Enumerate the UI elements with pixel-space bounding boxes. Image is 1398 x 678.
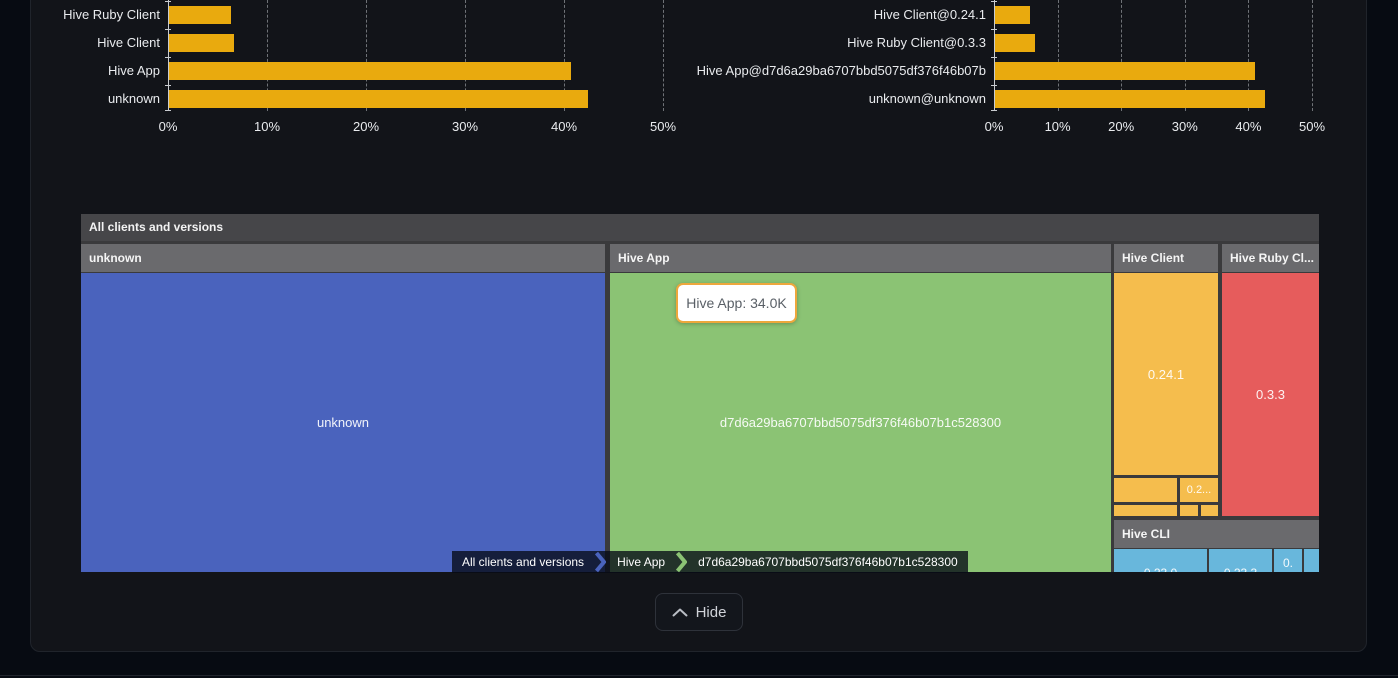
x-gridline: [1184, 0, 1186, 111]
x-tick-label: 20%: [352, 119, 380, 134]
x-gridline: [564, 0, 565, 111]
treemap-section-hive-cli: Hive CLI 0.23.0 0.23.3 0.: [1114, 520, 1319, 572]
bar-hive-client-0-24-1[interactable]: [995, 6, 1030, 24]
tooltip-text: Hive App: 34.0K: [686, 295, 787, 311]
x-tick-label: 0%: [158, 119, 178, 134]
category-tick-mark: [991, 29, 997, 30]
hide-button[interactable]: Hide: [655, 593, 743, 631]
x-tick-label: 50%: [1298, 119, 1326, 134]
category-label: unknown@unknown: [868, 91, 986, 106]
clients-versions-treemap: All clients and versions unknown unknown…: [81, 214, 1319, 572]
category-tick-mark: [991, 85, 997, 86]
x-gridline: [366, 0, 367, 111]
treemap-cell-hive-cli-version[interactable]: 0.: [1274, 549, 1302, 572]
client-versions-share-bar-chart: 0% 10% 20% 30% 40% 50% Hive Client@0.24.1 Hive …: [0, 0, 1398, 140]
x-tick-label: 40%: [550, 119, 578, 134]
x-gridline: [1312, 0, 1313, 111]
x-tick-label: 10%: [1044, 119, 1071, 134]
treemap-cell-hive-ruby-client-0-3-3[interactable]: 0.3.3: [1222, 273, 1319, 516]
treemap-cell-hive-client-minor[interactable]: [1180, 505, 1198, 516]
treemap-section-hive-ruby-client: Hive Ruby Cl... 0.3.3: [1222, 244, 1319, 516]
x-gridline: [663, 0, 664, 111]
bar-hive-ruby-client[interactable]: [169, 6, 231, 24]
treemap-cell-hive-cli-version[interactable]: 0.23.0: [1114, 549, 1207, 572]
treemap-cell-label: 0.23.3: [1209, 549, 1272, 572]
breadcrumb-item-version-hash[interactable]: d7d6a29ba6707bbd5075df376f46b07b1c528300: [688, 551, 968, 573]
category-label: Hive Client: [97, 35, 160, 50]
category-label: Hive App: [107, 63, 160, 78]
bar-unknown-unknown[interactable]: [995, 90, 1265, 108]
x-tick-label: 40%: [1235, 119, 1262, 134]
category-tick-mark: [165, 110, 171, 111]
chevron-right-icon: [675, 551, 689, 573]
treemap-section-hive-client: Hive Client 0.24.1 0.2...: [1114, 244, 1218, 516]
treemap-root-header[interactable]: All clients and versions: [81, 214, 1319, 241]
x-tick-label: 10%: [253, 119, 281, 134]
bar-hive-client[interactable]: [169, 34, 234, 52]
category-tick-mark: [991, 1, 997, 2]
treemap-section-header-unknown[interactable]: unknown: [81, 244, 605, 272]
category-label: Hive Ruby Client: [63, 7, 160, 22]
treemap-cell-hive-client-minor[interactable]: 0.2...: [1180, 478, 1218, 502]
breadcrumb-item-root[interactable]: All clients and versions: [452, 551, 595, 573]
bar-unknown[interactable]: [169, 90, 588, 108]
treemap-cell-hive-cli-version[interactable]: [1304, 549, 1319, 572]
treemap-cell-label: unknown: [316, 415, 370, 430]
tooltip: Hive App: 34.0K: [676, 283, 797, 323]
category-label: Hive App@d7d6a29ba6707bbd5075df376f46b07…: [696, 63, 986, 78]
x-tick-label: 0%: [984, 119, 1004, 134]
treemap-cell-hive-client-minor[interactable]: [1114, 505, 1177, 516]
treemap-cell-label: 0.3.3: [1256, 387, 1285, 402]
x-gridline: [267, 0, 268, 111]
category-tick-mark: [991, 57, 997, 58]
x-gridline: [465, 0, 466, 111]
treemap-section-header-hive-cli[interactable]: Hive CLI: [1114, 520, 1319, 548]
x-gridline: [1248, 0, 1250, 111]
section-divider: [0, 675, 1398, 676]
x-tick-label: 50%: [649, 119, 677, 134]
category-tick-mark: [165, 29, 171, 30]
treemap-cell-label: 0.: [1282, 556, 1293, 570]
category-tick-mark: [165, 1, 171, 2]
treemap-cell-label: 0.23.0: [1114, 549, 1207, 572]
x-tick-label: 30%: [1171, 119, 1198, 134]
clients-share-bar-chart: 0% 10% 20% 30% 40% 50% Hive Ruby Client Hive Cl…: [0, 0, 1398, 140]
treemap-cell-hive-cli-version[interactable]: 0.23.3: [1209, 549, 1272, 572]
x-gridline: [1057, 0, 1059, 111]
treemap-section-unknown: unknown unknown: [81, 244, 605, 572]
bar-hive-app[interactable]: [169, 62, 571, 80]
hide-button-label: Hide: [695, 603, 727, 621]
breadcrumb: All clients and versions Hive App d7d6a2…: [452, 551, 968, 573]
treemap-section-header-hive-app[interactable]: Hive App: [610, 244, 1111, 272]
treemap-cell-hive-client-minor[interactable]: [1114, 478, 1177, 502]
chevron-up-icon: [672, 608, 688, 616]
category-label: Hive Client@0.24.1: [873, 7, 986, 22]
category-tick-mark: [165, 85, 171, 86]
x-tick-label: 30%: [451, 119, 479, 134]
treemap-section-header-hive-client[interactable]: Hive Client: [1114, 244, 1218, 272]
category-tick-mark: [991, 110, 997, 111]
treemap-cell-label: 0.2...: [1186, 484, 1212, 496]
treemap-section-header-hive-ruby-client[interactable]: Hive Ruby Cl...: [1222, 244, 1319, 272]
x-gridline: [1121, 0, 1123, 111]
breadcrumb-item-hive-app[interactable]: Hive App: [607, 551, 676, 573]
treemap-cell-hive-client-minor[interactable]: [1201, 505, 1218, 516]
x-tick-label: 20%: [1108, 119, 1135, 134]
bar-hive-app-d7d6a29ba6707bbd5075df376f46b07b[interactable]: [995, 62, 1255, 80]
y-axis-line: [168, 0, 169, 111]
treemap-cell-unknown[interactable]: unknown: [81, 273, 605, 572]
y-axis-line: [994, 0, 995, 111]
category-label: Hive Ruby Client@0.3.3: [847, 35, 986, 50]
treemap-cell-hive-client-0-24-1[interactable]: 0.24.1: [1114, 273, 1218, 475]
category-tick-mark: [165, 57, 171, 58]
treemap-cell-label: 0.24.1: [1147, 366, 1185, 382]
treemap-cell-label: d7d6a29ba6707bbd5075df376f46b07b1c528300: [719, 415, 1002, 430]
treemap-section-hive-app: Hive App d7d6a29ba6707bbd5075df376f46b07…: [610, 244, 1111, 572]
bar-hive-ruby-client-0-3-3[interactable]: [995, 34, 1035, 52]
category-label: unknown: [107, 91, 160, 106]
chevron-right-icon: [594, 551, 608, 573]
